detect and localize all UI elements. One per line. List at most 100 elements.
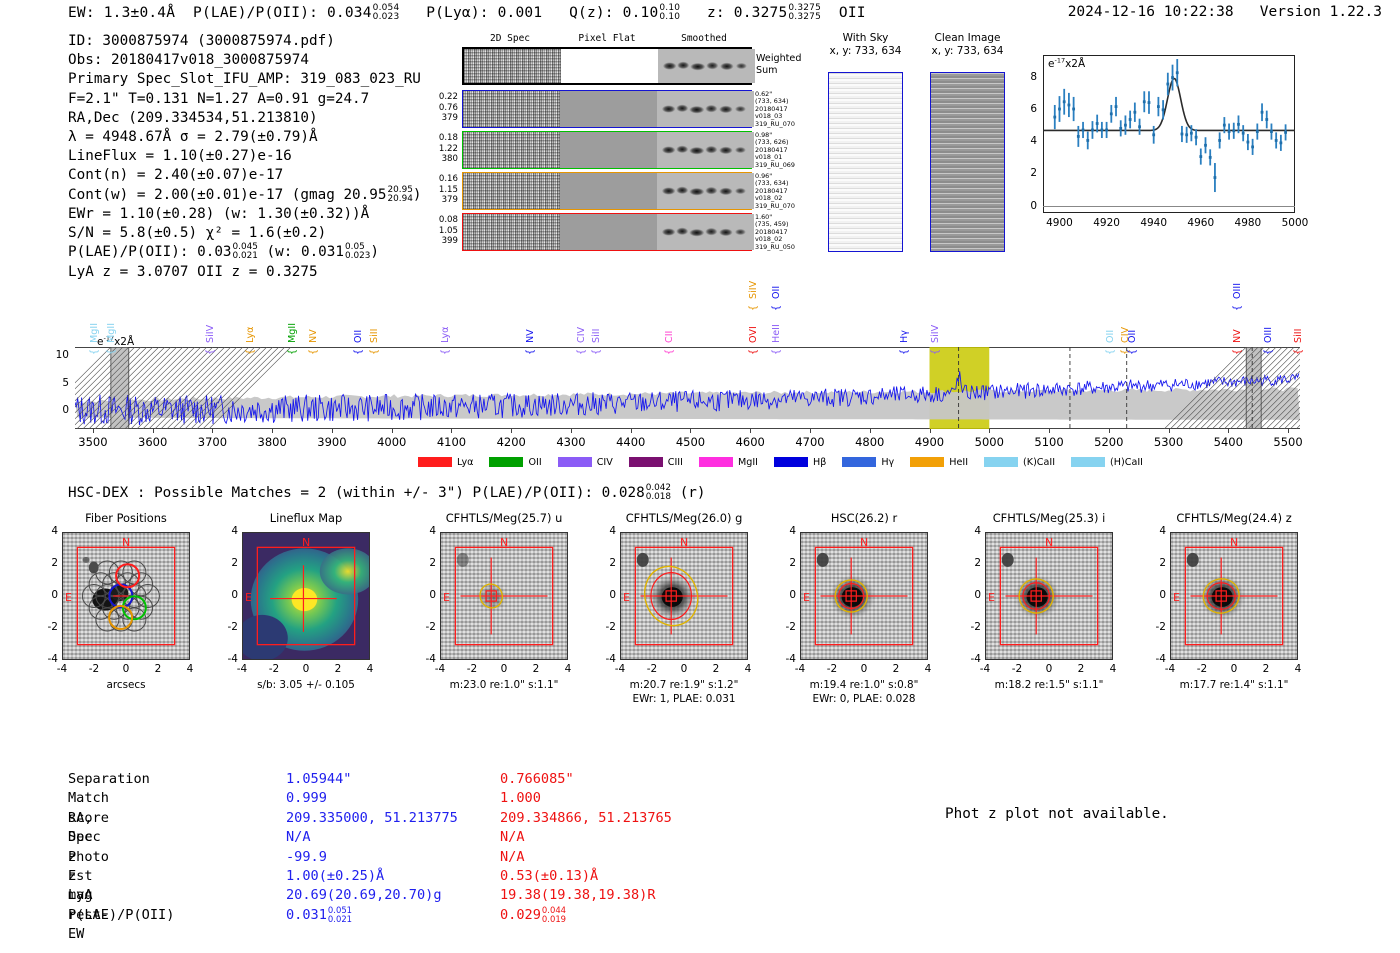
- stamp-1-lineflux[interactable]: [242, 532, 370, 660]
- legend-item-Lyα: Lyα: [418, 457, 473, 468]
- spectrum-line-label: Lyα: [245, 326, 257, 343]
- spectrum-line-label: MgII: [105, 322, 117, 343]
- spec2d-row-2-left-labels: 0.16 1.15 379: [438, 174, 458, 205]
- header-ew: EW: 1.3±0.4Å: [68, 5, 176, 22]
- stamp-2-xtick: 4: [564, 663, 572, 675]
- stamp-0-ytick: -4: [47, 653, 58, 665]
- stamp-4-xtick: -2: [826, 663, 838, 675]
- stamp-6-ytick: -2: [1155, 621, 1166, 633]
- stamp-2-xtick: 2: [532, 663, 540, 675]
- stamp-0-xtick: -4: [56, 663, 68, 675]
- compass-east-5: E: [988, 590, 995, 604]
- spec2d-ws-seg-2: [658, 49, 755, 83]
- spectrum-xtick-mark: [1049, 429, 1051, 433]
- spectrum-xtick-mark: [989, 429, 991, 433]
- stamp-2-xtick: -4: [434, 663, 446, 675]
- spectrum-data: [75, 347, 1300, 429]
- header-z: z: 0.3275: [707, 5, 788, 22]
- spectrum-line-label: NV: [1232, 329, 1244, 343]
- stamp-5-ytick: 0: [974, 589, 981, 601]
- header-z-errors: 0.3275 0.3275: [788, 3, 822, 23]
- spec2d-row-1-left-labels: 0.18 1.22 380: [438, 133, 458, 164]
- spectrum-xtick: 3800: [257, 435, 287, 449]
- spectrum-line-brace: {: [771, 348, 783, 355]
- compass-north-0: N: [122, 536, 131, 549]
- stamp-overlay-5: [999, 546, 1099, 646]
- spectrum-line-label: CII: [663, 330, 675, 343]
- spec2d-row-1-seg-2: [657, 132, 754, 168]
- compass-north-2: N: [500, 536, 509, 549]
- spectrum-line-label: OII: [771, 285, 783, 299]
- spectrum-xtick-mark: [929, 429, 931, 433]
- header-summary-line: EW: 1.3±0.4Å P(LAE)/P(OII): 0.0340.054 0.…: [68, 3, 866, 23]
- legend-item-MgII: MgII: [698, 456, 758, 468]
- spectrum-line-label: NV: [308, 329, 320, 343]
- stamp-5-xtick: 0: [1045, 663, 1053, 675]
- spectrum-line-label: NV: [524, 329, 536, 343]
- legend-label: MgII: [737, 456, 758, 468]
- compass-north-4: N: [860, 536, 869, 549]
- stamp-3-ytick: 0: [609, 589, 616, 601]
- stamp-0-xtick: 0: [122, 663, 130, 675]
- stamp-overlay-6: [1184, 546, 1284, 646]
- hscdex-text: HSC-DEX : Possible Matches = 2 (within +…: [68, 485, 645, 502]
- stamp-4-xtick: 4: [924, 663, 932, 675]
- spectrum-xtick: 4800: [855, 435, 885, 449]
- compass-east-3: E: [623, 590, 630, 604]
- header-qz: Q(z): 0.10: [569, 5, 659, 22]
- compass-east-4: E: [803, 590, 810, 604]
- spectrum-line-brace: {: [308, 348, 320, 355]
- spectrum-xtick: 4700: [795, 435, 825, 449]
- stamp-caption-1: s/b: 3.05 +/- 0.105: [257, 679, 355, 691]
- legend-swatch: [418, 457, 452, 467]
- info-obs: Obs: 20180417v018_3000875974: [68, 52, 310, 69]
- stamp-0-xtick: 2: [154, 663, 162, 675]
- source-info-block: ID: 3000875974 (3000875974.pdf) Obs: 201…: [68, 32, 421, 282]
- spectrum-line-brace: {: [1263, 348, 1275, 355]
- spectrum-line-brace: {: [929, 348, 941, 355]
- spectrum-line-label: Lyα: [439, 326, 451, 343]
- stamp-4-ytick: -4: [785, 653, 796, 665]
- match-c1-value-6: 20.69(20.69,20.70)g: [286, 887, 442, 904]
- info-fwhm-throughput: F=2.1" T=0.131 N=1.27 A=0.91 g=24.7: [68, 90, 370, 107]
- cutout-title-0: With Sky: [842, 32, 889, 44]
- spectrum-xtick: 3500: [78, 435, 108, 449]
- spectrum-line-brace: {: [1127, 348, 1139, 355]
- hscdex-errors: 0.042 0.018: [645, 483, 672, 503]
- stamp-2-ytick: 0: [429, 589, 436, 601]
- spec2d-ws-seg-0: [464, 49, 561, 83]
- spectrum-xtick-mark: [690, 429, 692, 433]
- spectrum-xtick-mark: [1228, 429, 1230, 433]
- match-c2-value-3: N/A: [500, 829, 525, 846]
- line-profile-xtick: 4960: [1187, 217, 1215, 229]
- spectrum-line-label: OIII: [1232, 282, 1244, 299]
- stamp-1-ytick: 2: [231, 557, 238, 569]
- spectrum-xtick: 4900: [914, 435, 945, 449]
- spectrum-xtick-mark: [212, 429, 214, 433]
- spec2d-row-1-right-labels: 0.98" (733, 626) 20180417 v018_01 319_RU_069: [755, 131, 795, 169]
- spectrum-xtick-mark: [810, 429, 811, 433]
- spec2d-row-0: [462, 90, 754, 128]
- spec2d-row-2-right-labels: 0.96" (733, 634) 20180417 v018_02 319_RU_070: [755, 172, 795, 210]
- line-profile-unit-label: e-17x2Å: [1048, 56, 1086, 70]
- spectrum-line-label: MgII: [88, 322, 100, 343]
- stamp-5-ytick: -2: [970, 621, 981, 633]
- spec2d-column-title-0: 2D Spec: [489, 33, 531, 44]
- stamp-overlay-0: [76, 546, 176, 646]
- stamp-6-xtick: 0: [1230, 663, 1238, 675]
- legend-swatch: [557, 457, 592, 467]
- spectrum-line-brace: {: [524, 348, 536, 355]
- stamp-title-2: CFHTLS/Meg(25.7) u: [445, 511, 563, 525]
- spectrum-xtick: 5500: [1273, 435, 1303, 449]
- spectrum-xtick: 5200: [1094, 435, 1124, 449]
- line-profile-axes: [1043, 55, 1295, 213]
- spectrum-xtick: 5400: [1213, 435, 1243, 449]
- match-c2-value-0: 0.766085": [500, 771, 574, 787]
- legend-item-(H)CaII: (H)CaII: [1071, 457, 1143, 468]
- stamp-caption-5: m:18.2 re:1.5" s:1.1": [994, 679, 1104, 691]
- stamp-caption-3: m:20.7 re:1.9" s:1.2": [629, 679, 739, 691]
- stamp-caption2-3: EWr: 1, PLAE: 0.031: [632, 693, 736, 705]
- spectrum-ytick: 0: [62, 404, 69, 417]
- spectrum-xtick-mark: [570, 429, 572, 433]
- legend-swatch: [774, 457, 808, 467]
